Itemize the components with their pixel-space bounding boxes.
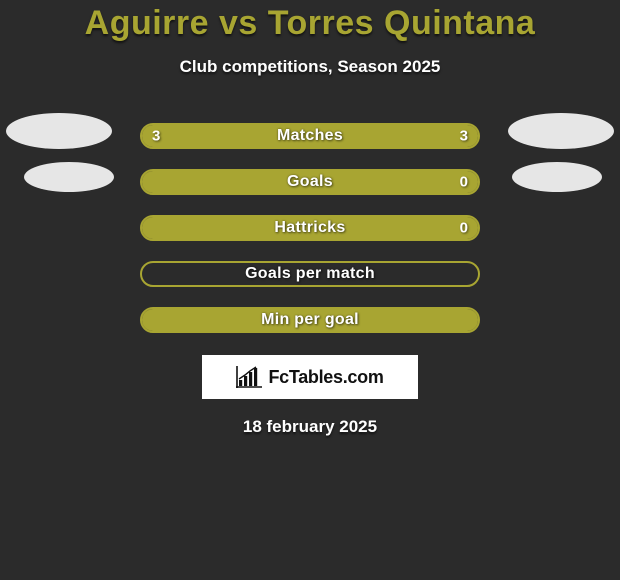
- stat-label: Matches: [277, 127, 343, 145]
- attribution-logo: FcTables.com: [202, 355, 418, 399]
- stat-value-right: 3: [460, 128, 468, 145]
- page-title: Aguirre vs Torres Quintana: [0, 4, 620, 43]
- stat-bar: 3 Matches 3: [140, 123, 480, 149]
- attribution-text: FcTables.com: [268, 367, 383, 388]
- player-avatar-left: [24, 162, 114, 192]
- bar-chart-icon: [236, 366, 262, 388]
- stat-bar: Goals per match: [140, 261, 480, 287]
- stat-label: Goals: [287, 173, 333, 191]
- stat-label: Goals per match: [245, 265, 375, 283]
- stat-value-left: 3: [152, 128, 160, 145]
- stat-bar: Min per goal: [140, 307, 480, 333]
- stat-label: Min per goal: [261, 311, 359, 329]
- stat-bar: Hattricks 0: [140, 215, 480, 241]
- stat-rows: 3 Matches 3 Goals 0 Hattricks: [0, 113, 620, 343]
- stat-row: 3 Matches 3: [0, 113, 620, 159]
- stat-row: Goals per match: [0, 251, 620, 297]
- comparison-infographic: Aguirre vs Torres Quintana Club competit…: [0, 0, 620, 437]
- stat-row: Min per goal: [0, 297, 620, 343]
- stat-value-right: 0: [460, 220, 468, 237]
- stat-label: Hattricks: [274, 219, 345, 237]
- subtitle: Club competitions, Season 2025: [0, 57, 620, 77]
- stat-value-right: 0: [460, 174, 468, 191]
- player-avatar-right: [512, 162, 602, 192]
- stat-bar: Goals 0: [140, 169, 480, 195]
- date-label: 18 february 2025: [0, 417, 620, 437]
- stat-row: Goals 0: [0, 159, 620, 205]
- stat-row: Hattricks 0: [0, 205, 620, 251]
- player-avatar-left: [6, 113, 112, 149]
- player-avatar-right: [508, 113, 614, 149]
